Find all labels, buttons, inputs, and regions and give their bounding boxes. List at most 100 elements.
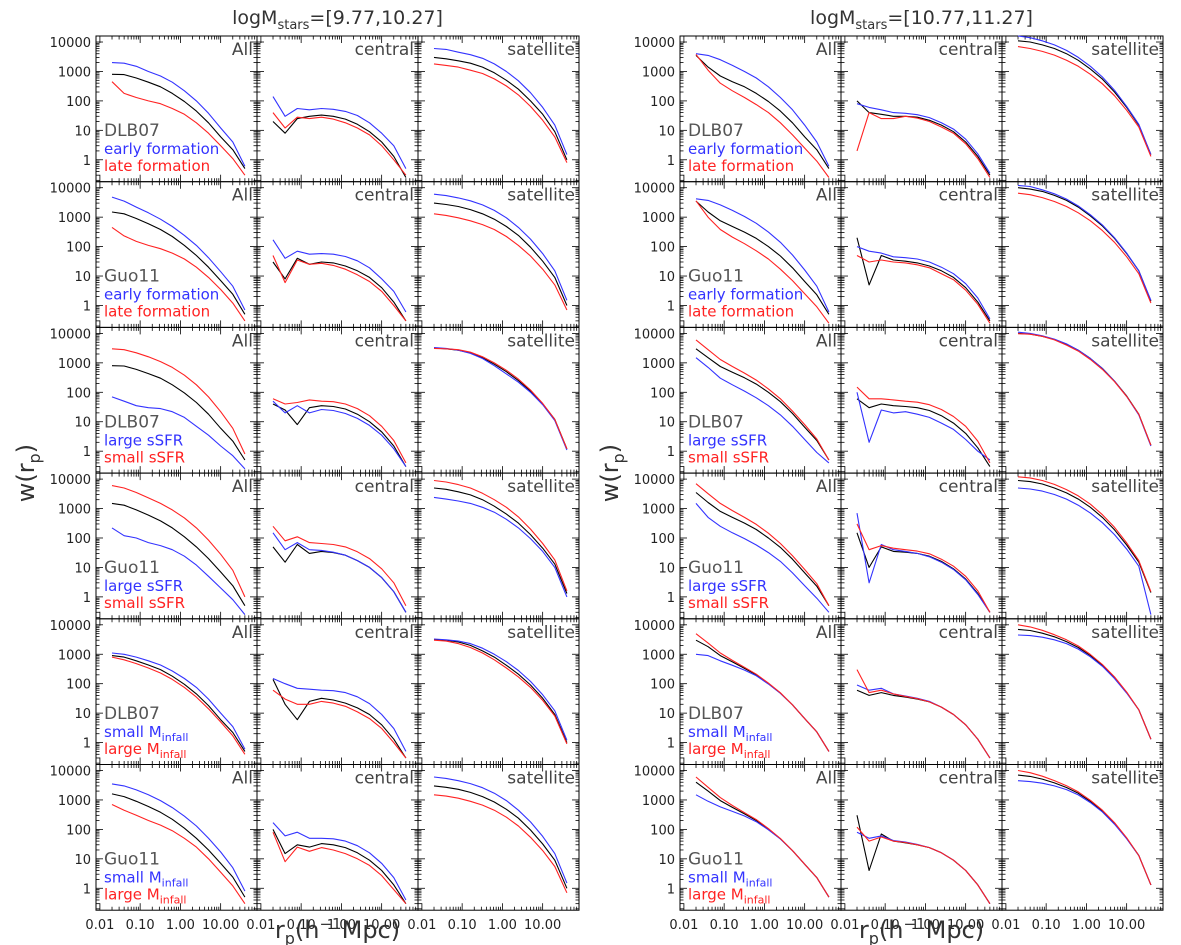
y-tick-label: 10: [658, 270, 675, 285]
y-tick-label: 100: [66, 823, 91, 838]
series-line-reference: [695, 200, 830, 315]
series-line-blue: [433, 776, 568, 884]
series-line-red: [272, 525, 407, 606]
y-tick-label: 1: [83, 445, 91, 460]
panel-central: central: [256, 326, 419, 474]
series-line-red: [433, 213, 568, 311]
panel-satellite: satellite: [417, 326, 580, 474]
series-line-blue: [856, 246, 991, 320]
series-line-red: [111, 81, 246, 176]
series-line-reference: [272, 257, 407, 322]
y-tick-label: 1000: [58, 503, 91, 518]
legend-entry-red: small sSFR: [104, 448, 185, 466]
x-tick-label: 10.00: [202, 918, 239, 933]
legend-entry-red: large Minfall: [104, 740, 187, 761]
y-tick-label: 1000: [642, 503, 675, 518]
series-line-reference: [272, 543, 407, 613]
series-line-reference: [856, 398, 991, 467]
series-line-red: [695, 54, 830, 178]
y-tick-label: 1: [667, 591, 675, 606]
series-line-reference: [433, 347, 568, 450]
y-tick-label: 100: [66, 678, 91, 693]
panel-title: satellite: [507, 623, 575, 643]
series-line-reference: [111, 655, 246, 752]
y-tick-label: 1000: [642, 65, 675, 80]
legend-entry-red: large Minfall: [104, 886, 187, 907]
legend-entry-red: late formation: [688, 303, 794, 321]
series-line-blue: [272, 400, 407, 467]
series-line-red: [695, 483, 830, 606]
legend-entry-red: small sSFR: [688, 448, 769, 466]
y-tick-label: 1: [83, 591, 91, 606]
panel-satellite: satellite: [417, 35, 580, 183]
panel-title: satellite: [507, 331, 575, 351]
series-line-reference: [111, 211, 246, 315]
panel-title: satellite: [507, 40, 575, 60]
panel-title: satellite: [507, 477, 575, 497]
y-tick-label: 1: [83, 882, 91, 897]
y-tick-label: 10000: [50, 36, 91, 51]
series-line-red: [272, 255, 407, 322]
x-tick-label: 0.01: [85, 918, 114, 933]
series-line-reference: [111, 365, 246, 461]
panel-satellite: satellite: [417, 618, 580, 765]
x-tick-label: 1.00: [166, 918, 195, 933]
x-tick-label: 10.00: [524, 918, 561, 933]
series-line-reference: [272, 114, 407, 178]
legend-entry-blue: small Minfall: [104, 869, 188, 890]
y-tick-label: 1: [83, 737, 91, 752]
series-line-red: [111, 656, 246, 755]
model-label: Guo11: [688, 558, 744, 578]
block-title: logMstars=[10.77,11.27]: [810, 7, 1033, 33]
legend-entry-blue: early formation: [104, 286, 219, 304]
y-tick-label: 1: [667, 445, 675, 460]
y-tick-label: 1000: [58, 357, 91, 372]
y-axis-title: w(rp): [12, 444, 44, 502]
panel-title: central: [939, 477, 998, 497]
series-line-reference: [695, 55, 830, 169]
y-tick-label: 100: [66, 95, 91, 110]
series-line-blue: [111, 196, 246, 311]
series-line-reference: [111, 502, 246, 606]
legend-entry-blue: early formation: [104, 140, 219, 158]
series-line-reference: [856, 532, 991, 613]
model-label: DLB07: [104, 412, 160, 432]
y-tick-label: 10000: [634, 327, 675, 342]
series-line-red: [433, 479, 568, 592]
series-line-red: [1017, 333, 1152, 446]
y-tick-label: 10: [74, 270, 91, 285]
legend-entry-blue: large sSFR: [688, 431, 767, 449]
panel-central: central: [840, 472, 1003, 620]
panel-title: All: [816, 477, 837, 497]
series-line-reference: [433, 785, 568, 889]
panel-title: central: [355, 477, 414, 497]
series-line-blue: [272, 532, 407, 613]
model-label: Guo11: [688, 267, 744, 287]
series-line-reference: [111, 73, 246, 169]
panel-satellite: satellite: [1001, 472, 1164, 620]
series-line-blue: [433, 193, 568, 301]
series-line-reference: [272, 679, 407, 759]
y-tick-label: 10000: [634, 182, 675, 197]
x-tick-label: 0.01: [246, 918, 275, 933]
series-line-red: [433, 794, 568, 894]
legend-entry-red: small sSFR: [104, 594, 185, 612]
panel-title: satellite: [1091, 40, 1159, 60]
series-line-blue: [695, 503, 830, 613]
series-line-red: [856, 523, 991, 613]
legend-entry-red: small sSFR: [688, 594, 769, 612]
block-title: logMstars=[9.77,10.27]: [232, 7, 443, 33]
y-tick-label: 10000: [634, 36, 675, 51]
panel-satellite: satellite: [1001, 181, 1164, 328]
y-tick-label: 100: [66, 241, 91, 256]
series-line-blue: [433, 638, 568, 741]
panel-title: All: [816, 40, 837, 60]
series-line-blue: [272, 677, 407, 752]
series-line-blue: [856, 103, 991, 174]
model-label: DLB07: [104, 121, 160, 141]
x-tick-label: 0.01: [407, 918, 436, 933]
